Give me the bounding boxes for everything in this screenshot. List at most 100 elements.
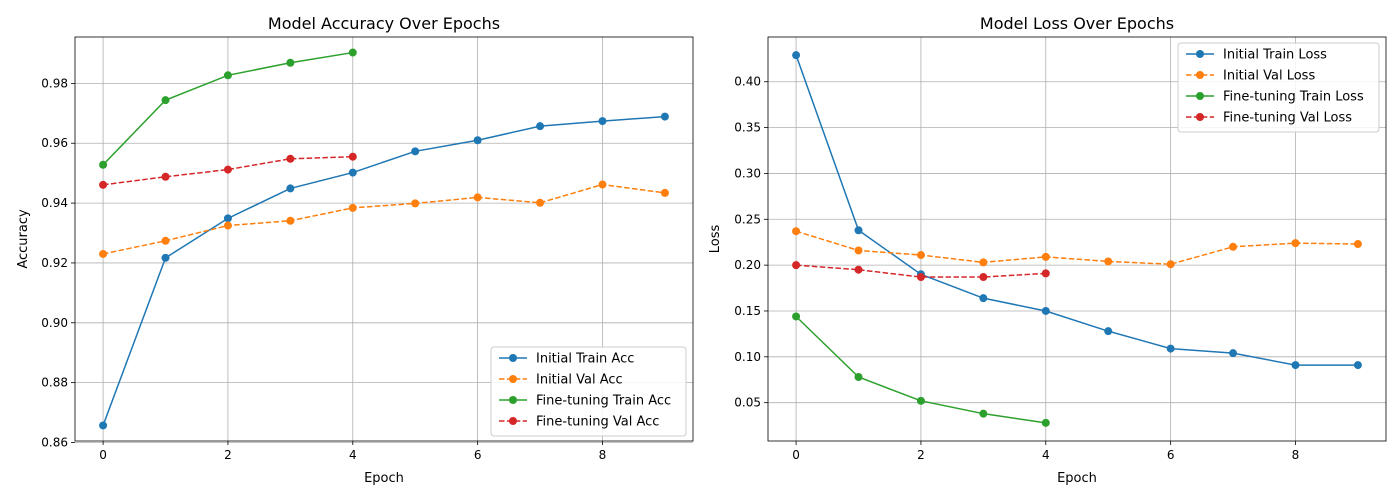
- data-point: [411, 199, 420, 208]
- series-1: [99, 180, 669, 258]
- x-tick-label: 0: [99, 448, 107, 462]
- data-point: [286, 154, 295, 163]
- x-tick-label: 6: [1167, 448, 1175, 462]
- data-point: [854, 265, 863, 274]
- chart-title: Model Accuracy Over Epochs: [268, 14, 500, 33]
- chart-title: Model Loss Over Epochs: [980, 14, 1174, 33]
- x-tick-label: 8: [599, 448, 607, 462]
- data-point: [792, 227, 801, 236]
- legend-box: [1177, 42, 1380, 133]
- data-point: [536, 122, 545, 131]
- y-tick-label: 0.92: [41, 256, 68, 270]
- data-point: [411, 147, 420, 156]
- y-tick-label: 0.90: [41, 316, 68, 330]
- data-point: [99, 160, 108, 169]
- y-axis-label: Loss: [708, 225, 723, 254]
- data-point: [1041, 306, 1050, 315]
- series-line: [102, 115, 665, 426]
- legend: Initial Train Loss Initial Val Loss Fine-t…: [1177, 42, 1380, 133]
- data-point: [660, 112, 669, 121]
- data-point: [161, 236, 170, 245]
- data-point: [348, 168, 357, 177]
- data-point: [792, 261, 801, 270]
- y-tick-label: 0.20: [734, 258, 761, 272]
- axes-frame: [767, 36, 1387, 442]
- series-3: [792, 261, 1050, 282]
- data-point: [348, 203, 357, 212]
- y-tick-label: 0.15: [734, 304, 761, 318]
- x-axis-label: Epoch: [364, 471, 404, 486]
- data-point: [1291, 361, 1300, 370]
- legend-swatch-marker: [509, 417, 517, 425]
- legend-label: Initial Train Loss: [1223, 48, 1327, 63]
- data-point: [1041, 252, 1050, 261]
- data-point: [536, 198, 545, 207]
- legend-swatch-marker: [1196, 50, 1204, 58]
- data-point: [99, 249, 108, 258]
- y-tick-label: 0.05: [734, 396, 761, 410]
- data-point: [286, 216, 295, 225]
- data-point: [1353, 361, 1362, 370]
- legend-swatch-marker: [1196, 71, 1204, 79]
- data-point: [979, 258, 988, 267]
- series-line: [795, 230, 1358, 265]
- series-3: [99, 152, 357, 189]
- y-tick-label: 0.94: [41, 196, 68, 210]
- data-point: [660, 188, 669, 197]
- legend-swatch-marker: [1196, 113, 1204, 121]
- data-point: [223, 221, 232, 230]
- series-0: [99, 112, 669, 430]
- data-point: [1291, 239, 1300, 248]
- data-point: [473, 193, 482, 202]
- legend-label: Fine-tuning Train Loss: [1223, 90, 1364, 105]
- y-axis-label: Accuracy: [16, 209, 31, 269]
- data-point: [598, 117, 607, 126]
- data-point: [598, 180, 607, 189]
- data-point: [979, 294, 988, 303]
- data-point: [1166, 344, 1175, 353]
- x-tick-label: 4: [1042, 448, 1050, 462]
- legend-swatch-marker: [509, 354, 517, 362]
- y-tick-label: 0.40: [734, 75, 761, 89]
- data-point: [979, 409, 988, 418]
- x-tick-label: 2: [224, 448, 232, 462]
- data-point: [473, 136, 482, 145]
- series-line: [796, 264, 1046, 278]
- chart-1: 0 2 4 6 8 0.05 0.10 0.15 0.20 0.25 0.30 0.35 0.40 Mod…: [708, 14, 1387, 486]
- data-point: [286, 184, 295, 193]
- legend-label: Initial Val Acc: [536, 373, 623, 388]
- legend-swatch-marker: [509, 375, 517, 383]
- y-tick-label: 0.96: [41, 136, 68, 150]
- data-point: [161, 253, 170, 262]
- y-tick-label: 0.88: [41, 376, 68, 390]
- legend-label: Fine-tuning Train Acc: [536, 394, 671, 409]
- data-point: [99, 180, 108, 189]
- data-point: [792, 312, 801, 321]
- data-point: [854, 372, 863, 381]
- data-point: [99, 421, 108, 430]
- grid: [75, 37, 693, 443]
- data-point: [1041, 269, 1050, 278]
- data-point: [1353, 240, 1362, 249]
- data-point: [348, 152, 357, 161]
- legend-swatch-marker: [509, 396, 517, 404]
- legend: Initial Train Acc Initial Val Acc Fine-tun…: [490, 346, 687, 437]
- data-point: [161, 96, 170, 105]
- data-point: [1229, 242, 1238, 251]
- data-point: [916, 396, 925, 405]
- series-2: [792, 312, 1050, 427]
- legend-box: [490, 346, 687, 437]
- data-point: [916, 273, 925, 282]
- data-point: [1104, 327, 1113, 336]
- data-point: [916, 251, 925, 260]
- data-point: [161, 172, 170, 181]
- series-2: [99, 48, 357, 169]
- legend-label: Fine-tuning Val Loss: [1223, 111, 1352, 126]
- data-point: [348, 48, 357, 57]
- axes-frame: [74, 36, 694, 442]
- data-point: [223, 165, 232, 174]
- y-tick-label: 0.10: [734, 350, 761, 364]
- data-point: [286, 58, 295, 67]
- x-tick-label: 2: [917, 448, 925, 462]
- y-tick-label: 0.35: [734, 121, 761, 135]
